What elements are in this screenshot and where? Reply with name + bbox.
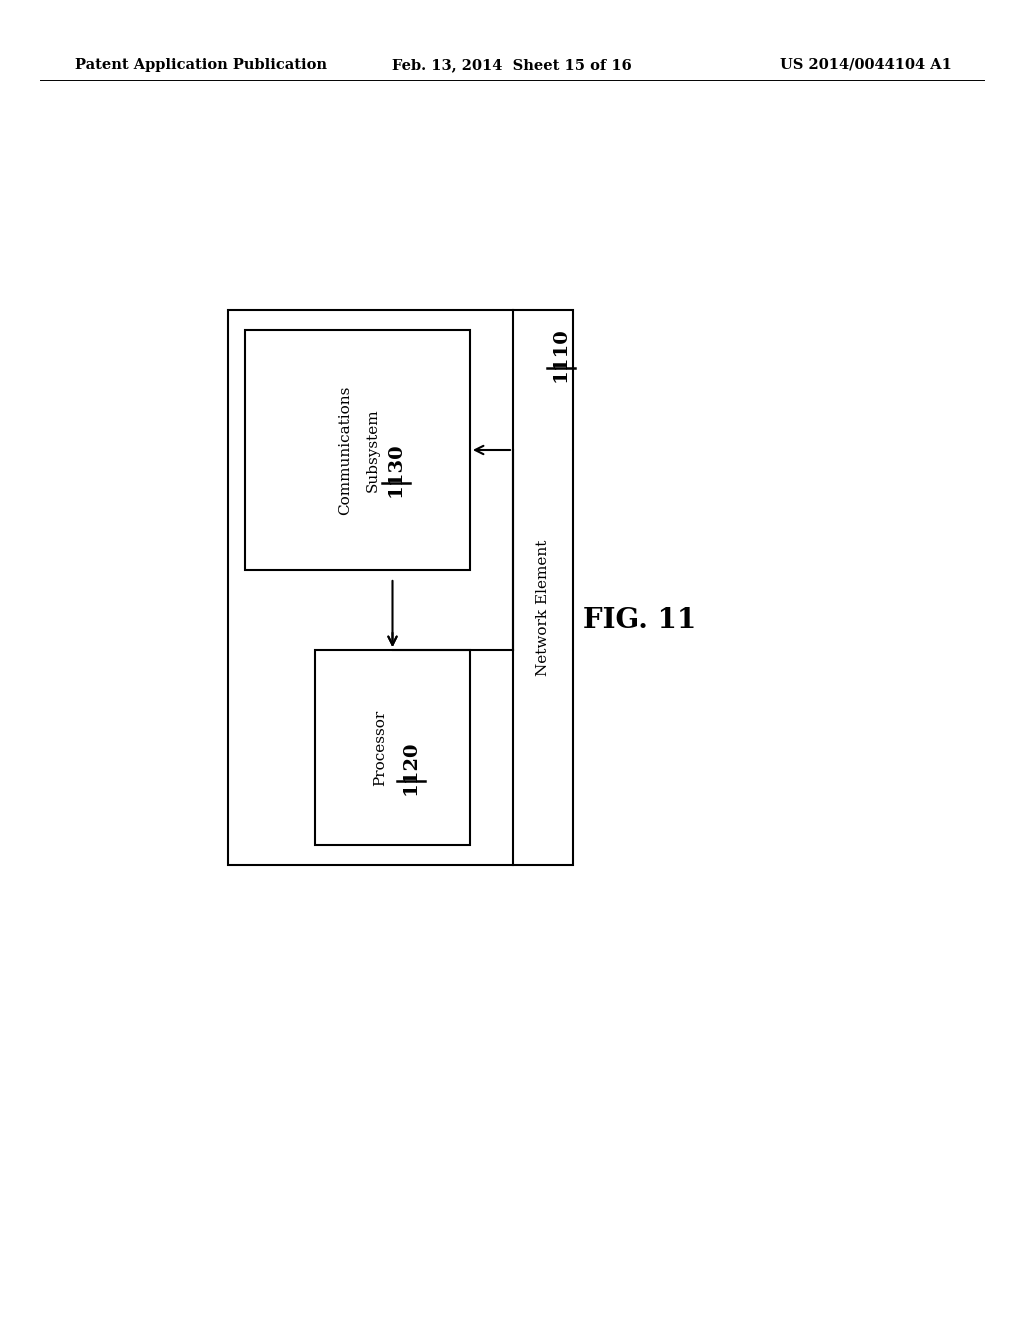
Bar [228,310,573,865]
Text: 1120: 1120 [401,741,420,795]
Text: FIG. 11: FIG. 11 [584,606,696,634]
Bar [315,649,470,845]
Text: Processor: Processor [374,709,387,785]
Text: Subsystem: Subsystem [366,408,380,492]
Text: US 2014/0044104 A1: US 2014/0044104 A1 [780,58,952,73]
Text: 1130: 1130 [386,442,404,498]
Text: Feb. 13, 2014  Sheet 15 of 16: Feb. 13, 2014 Sheet 15 of 16 [392,58,632,73]
Text: 1110: 1110 [552,327,570,383]
Text: Communications: Communications [339,385,352,515]
Text: Network Element: Network Element [536,540,550,676]
Text: Patent Application Publication: Patent Application Publication [75,58,327,73]
Bar [245,330,470,570]
